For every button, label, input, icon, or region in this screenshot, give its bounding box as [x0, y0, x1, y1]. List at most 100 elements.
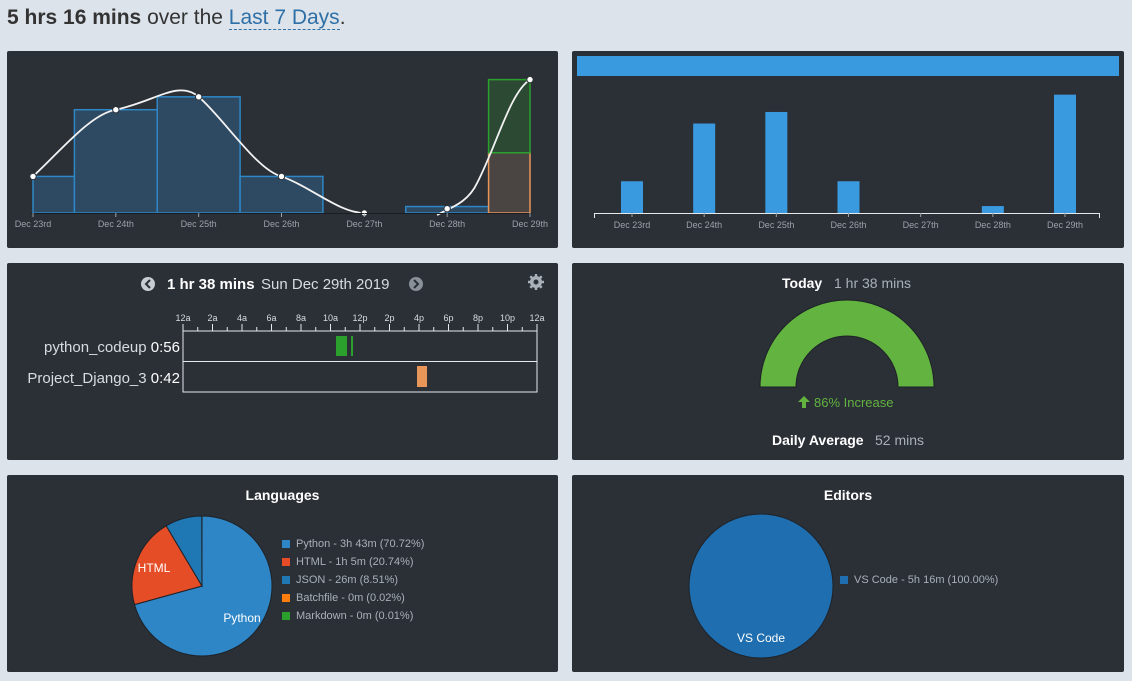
header-suffix: . [339, 6, 346, 29]
legend-text: Batchfile - 0m (0.02%) [296, 592, 405, 604]
hour-tick-label: 2a [207, 313, 217, 323]
data-point[interactable] [526, 75, 534, 84]
activity-chart-panel: Dec 23rd Dec 24th Dec 25th Dec 26th Dec 27th… [7, 51, 558, 248]
project-time: 0:42 [150, 370, 180, 387]
project-row-project-django-3: Project_Django_3 0:42 [27, 370, 180, 387]
data-point[interactable] [277, 172, 286, 181]
pie-slice-label: VS Code [737, 631, 785, 645]
editors-pie: VS Code [688, 513, 834, 659]
activity-step-area [32, 175, 76, 214]
bar[interactable] [837, 181, 860, 213]
project-row-python-codeup: python_codeup 0:56 [44, 339, 180, 356]
hour-tick-label: 8a [296, 313, 306, 323]
today-gauge-svg: Today 1 hr 38 mins 86% Increase Daily Av… [759, 275, 935, 448]
django-area [487, 152, 531, 214]
bar[interactable] [621, 181, 643, 213]
x-tick-label: Dec 24th [686, 220, 722, 230]
range-link[interactable]: Last 7 Days [228, 6, 340, 30]
data-point[interactable] [112, 106, 120, 114]
hour-tick-label: 4p [414, 313, 424, 323]
data-point[interactable] [443, 204, 451, 213]
top-total-bar [577, 56, 1119, 76]
legend-swatch [282, 558, 290, 566]
bar[interactable] [1054, 94, 1076, 213]
editors-legend: VS Code - 5h 16m (100.00%) [840, 571, 998, 589]
django-session[interactable] [417, 366, 427, 387]
change-text: 86% Increase [814, 395, 894, 410]
today-value: 1 hr 38 mins [834, 275, 911, 291]
project-time: 0:56 [150, 339, 180, 356]
bar[interactable] [693, 123, 716, 213]
daily-average-value: 52 mins [875, 432, 924, 448]
legend-item[interactable]: Python - 3h 43m (70.72%) [282, 535, 424, 553]
x-tick-label: Dec 28th [975, 220, 1011, 230]
legend-text: VS Code - 5h 16m (100.00%) [854, 574, 999, 586]
legend-item[interactable]: Batchfile - 0m (0.02%) [282, 589, 424, 607]
next-day-button[interactable] [409, 277, 423, 291]
x-tick-label: Dec 29th [1047, 220, 1083, 230]
project-name: python_codeup [44, 339, 147, 356]
x-tick-label: Dec 24th [98, 219, 134, 229]
x-tick-label: Dec 28th [429, 219, 465, 229]
legend-swatch [282, 576, 290, 584]
x-tick-label: Dec 26th [830, 220, 866, 230]
editors-title: Editors [823, 487, 873, 503]
legend-item[interactable]: JSON - 26m (8.51%) [282, 571, 424, 589]
today-gauge [759, 299, 935, 388]
editors-panel: Editors VS Code VS Code - 5h 16m (100.00… [572, 475, 1124, 672]
daily-bar-chart: Dec 23rd Dec 24th Dec 25th Dec 26th Dec 27th… [577, 56, 1119, 230]
bar[interactable] [981, 206, 1004, 213]
legend-item[interactable]: VS Code - 5h 16m (100.00%) [840, 571, 998, 589]
x-tick-label: Dec 27th [903, 220, 939, 230]
legend-swatch [282, 594, 290, 602]
hour-tick-label: 10a [323, 313, 338, 323]
x-tick-label: Dec 25th [181, 219, 217, 229]
prev-day-button[interactable] [141, 277, 155, 291]
pie-slice-html[interactable] [131, 525, 203, 606]
hour-tick-label: 12p [352, 313, 367, 323]
x-tick-label: Dec 25th [758, 220, 794, 230]
x-tick-label: Dec 23rd [15, 219, 52, 229]
hour-tick-label: 12a [175, 313, 190, 323]
legend-text: Markdown - 0m (0.01%) [296, 610, 414, 622]
activity-chart: Dec 23rd Dec 24th Dec 25th Dec 26th Dec 27th… [15, 75, 548, 229]
hour-tick-label: 12a [529, 313, 544, 323]
day-date: Sun Dec 29th 2019 [261, 276, 389, 293]
languages-panel: Languages Python HTML Python - 3h 43m (70… [7, 475, 558, 672]
hour-tick-label: 10p [500, 313, 515, 323]
hour-tick-label: 8p [473, 313, 483, 323]
today-gauge-panel: Today 1 hr 38 mins 86% Increase Daily Av… [572, 263, 1124, 460]
legend-text: JSON - 26m (8.51%) [296, 574, 399, 586]
legend-item[interactable]: Markdown - 0m (0.01%) [282, 607, 424, 625]
day-total: 1 hr 38 mins [167, 276, 255, 293]
languages-title: Languages [245, 487, 320, 503]
python-codeup-session[interactable] [351, 336, 353, 356]
languages-pie: Python HTML [131, 515, 273, 657]
activity-step-area [239, 175, 324, 214]
summary-header: 5 hrs 16 mins over the Last 7 Days. [7, 6, 346, 30]
hour-tick-label: 4a [237, 313, 247, 323]
day-timeline-panel: 1 hr 38 mins Sun Dec 29th 2019 12a 2a 4a 6a… [7, 263, 558, 460]
pie-slice-label: HTML [138, 561, 171, 575]
project-name: Project_Django_3 [27, 370, 147, 387]
languages-legend: Python - 3h 43m (70.72%) HTML - 1h 5m (2… [282, 535, 424, 625]
arrow-up-icon [798, 396, 810, 408]
pie-slice-label: Python [223, 611, 260, 625]
legend-text: Python - 3h 43m (70.72%) [296, 538, 425, 550]
legend-item[interactable]: HTML - 1h 5m (20.74%) [282, 553, 424, 571]
daily-average-label: Daily Average [772, 432, 864, 448]
pie-slice-vs-code[interactable] [688, 513, 834, 659]
gear-icon[interactable] [528, 274, 544, 290]
legend-text: HTML - 1h 5m (20.74%) [296, 556, 414, 568]
data-point[interactable] [29, 172, 37, 181]
pie-slice-python[interactable] [133, 515, 273, 657]
x-tick-label: Dec 26th [263, 219, 299, 229]
data-point[interactable] [194, 93, 203, 101]
total-time: 5 hrs 16 mins [7, 6, 142, 29]
day-timeline-svg: 1 hr 38 mins Sun Dec 29th 2019 12a 2a 4a 6a… [141, 274, 545, 393]
today-label: Today [782, 275, 822, 291]
bar[interactable] [765, 111, 788, 213]
python-codeup-session[interactable] [336, 336, 347, 356]
activity-step-area [73, 108, 158, 214]
x-tick-label: Dec 29th [512, 219, 548, 229]
